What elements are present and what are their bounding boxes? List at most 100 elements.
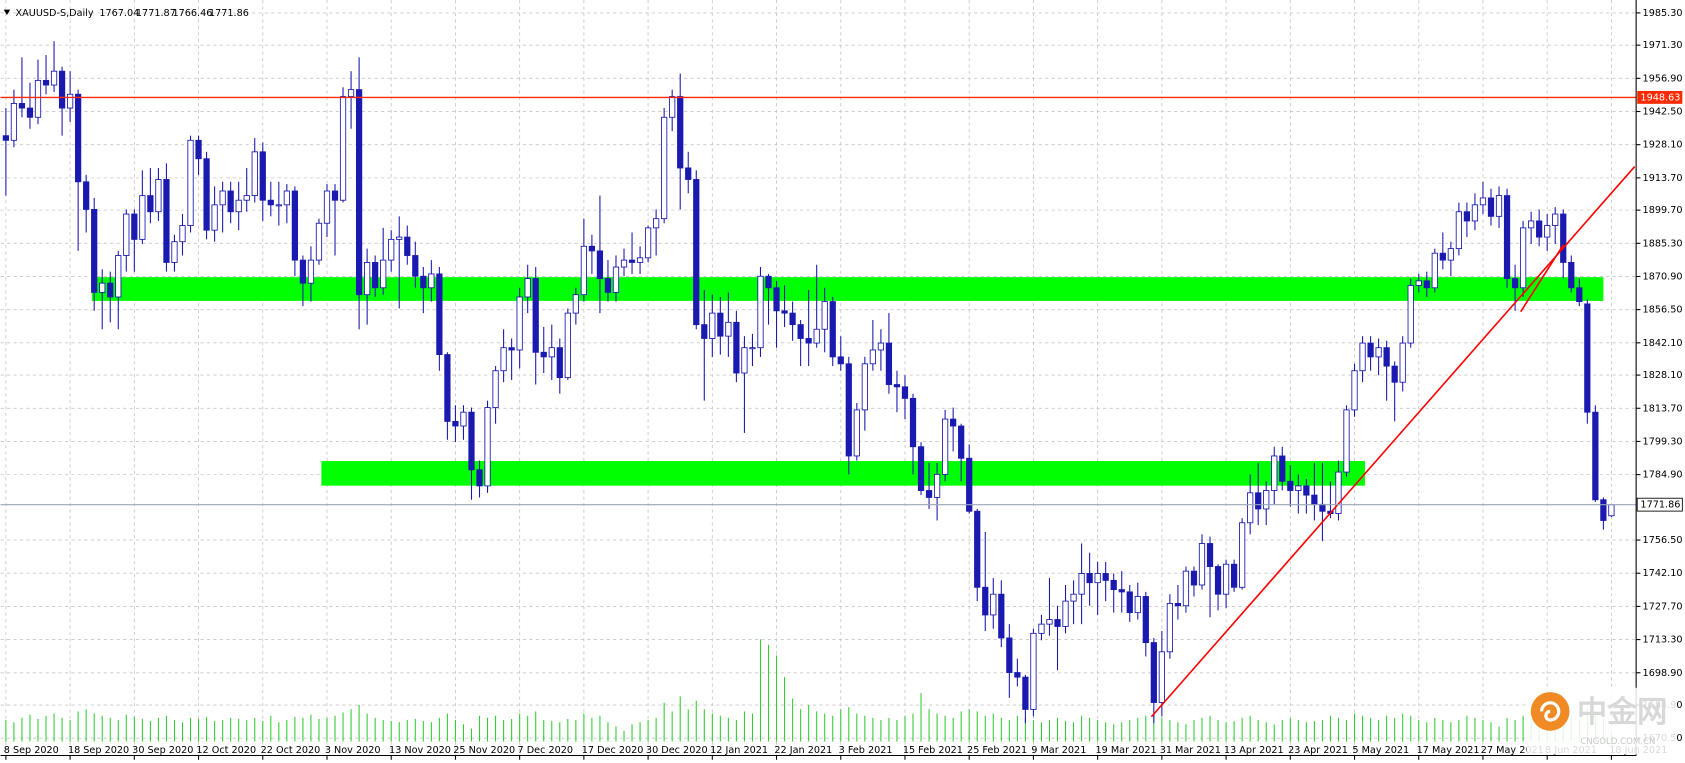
candle-body (1255, 492, 1262, 510)
candle-body (372, 261, 379, 289)
candle-body (1158, 651, 1165, 703)
x-tick-label: 18 Sep 2020 (68, 745, 129, 756)
candle-body (1528, 220, 1535, 229)
candle-body (789, 312, 796, 326)
candle-body (307, 259, 315, 284)
candle-body (765, 275, 772, 289)
candle-body (58, 70, 66, 109)
candle-body (917, 446, 925, 491)
candle-body (355, 89, 363, 296)
candle-body (805, 338, 812, 344)
candle-body (2, 135, 10, 141)
x-tick-label: 30 Dec 2020 (646, 745, 708, 756)
candle-body (436, 273, 443, 356)
candle-body (219, 190, 226, 206)
candle-body (1335, 471, 1342, 514)
candle-body (1006, 637, 1013, 673)
candle-body (1359, 342, 1366, 372)
watermark-logo-swirl (1539, 701, 1561, 722)
candle-body (1568, 261, 1575, 289)
close-value: 1771.86 (209, 8, 249, 19)
candle-body (420, 275, 427, 289)
candle-body (1471, 204, 1479, 222)
candle-body (1447, 248, 1454, 261)
candle-body (982, 586, 989, 616)
candle-body (42, 79, 50, 86)
x-tick-label: 13 Nov 2020 (389, 745, 451, 756)
candle-body (1560, 213, 1567, 263)
candle-body (195, 139, 202, 160)
candle-body (99, 282, 106, 293)
candle-body (837, 356, 844, 365)
candle-body (1375, 347, 1382, 358)
candle-body (893, 384, 901, 388)
level-label-box (1637, 90, 1683, 104)
candle-body (1343, 409, 1350, 473)
candle-body (596, 250, 604, 279)
x-tick-label: 19 Mar 2021 (1095, 745, 1156, 756)
candle-body (468, 411, 475, 471)
candle-body (163, 179, 170, 263)
candle-body (1455, 211, 1463, 250)
candle-body (1230, 563, 1238, 588)
candle-body (869, 349, 876, 365)
candle-body (1126, 591, 1133, 614)
zone (321, 461, 1365, 486)
candle-body (347, 89, 355, 97)
candle-body (259, 151, 266, 201)
candle-body (901, 386, 909, 399)
candle-body (1078, 573, 1085, 595)
candle-body (131, 213, 138, 240)
menu-triangle[interactable] (3, 9, 11, 16)
candle-body (1182, 570, 1190, 607)
candle-body (990, 593, 997, 616)
candle-body (139, 195, 146, 240)
x-tick-label: 17 May 2021 (1417, 745, 1480, 756)
candle-body (1399, 342, 1406, 383)
y-tick-label: 1985.30 (1643, 8, 1683, 19)
x-tick-label: 12 Jan 2021 (710, 745, 768, 756)
y-tick-label: 1942.50 (1643, 107, 1683, 118)
y-tick-label: 1913.70 (1643, 173, 1683, 184)
candle-body (123, 213, 130, 256)
candle-body (709, 312, 716, 339)
candle-body (1295, 485, 1302, 491)
candle-body (685, 167, 692, 180)
candle-body (155, 179, 162, 213)
open-value: 1767.04 (99, 8, 139, 19)
watermark-subtext: CNGOLD.COM.CN (1580, 737, 1655, 747)
price-label: 1771.86 (1640, 500, 1680, 511)
candle-body (283, 190, 290, 206)
candle-body (83, 181, 90, 210)
candle-body (1311, 494, 1318, 505)
candle-body (540, 351, 547, 358)
candle-body (677, 96, 684, 169)
candle-body (653, 218, 660, 229)
overlay: 1985.30 1971.30 1956.90 1942.50 1928.10 1913.… (4, 8, 1683, 760)
low-value: 1766.46 (172, 8, 212, 19)
candle-body (974, 510, 981, 588)
candle-body (1239, 522, 1246, 588)
y-tick-label: 1885.30 (1643, 238, 1683, 249)
candle-body (1495, 195, 1503, 217)
candle-body (861, 363, 868, 411)
candle-body (845, 363, 852, 457)
candle-body (556, 347, 563, 379)
candle-body (877, 342, 885, 351)
x-tick-label: 30 Sep 2020 (132, 745, 193, 756)
candle-body (1511, 278, 1519, 289)
y-tick-label: 1870.90 (1643, 271, 1683, 282)
candle-body (733, 321, 740, 374)
candle-body (950, 418, 957, 427)
candle-body (1094, 573, 1101, 584)
trendline (1520, 244, 1564, 313)
plot-area (0, 0, 1637, 756)
candle-body (1351, 370, 1358, 411)
candle-body (1608, 504, 1615, 517)
x-tick-label: 15 Feb 2021 (903, 745, 963, 756)
candle-body (388, 238, 395, 261)
candle-body (1503, 195, 1511, 279)
candle-body (717, 312, 724, 337)
x-tick-label: 12 Oct 2020 (196, 745, 256, 756)
